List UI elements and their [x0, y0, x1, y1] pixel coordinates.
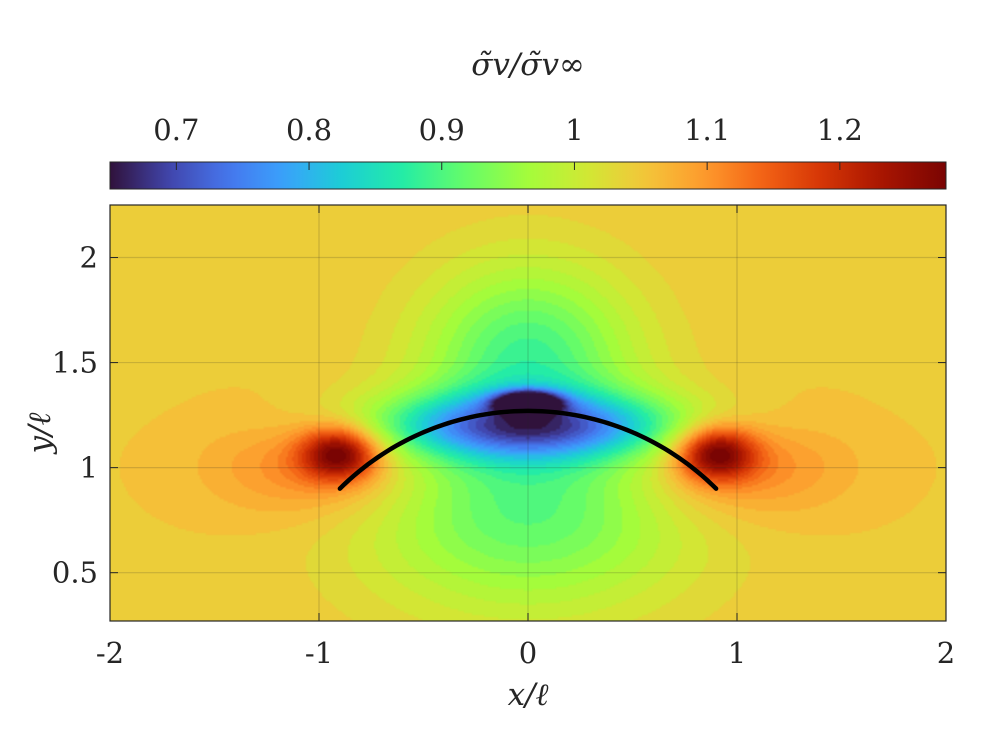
y-tick-label: 1 [80, 451, 98, 485]
y-axis-ticks: 0.5 1 1.5 2 [52, 241, 946, 590]
x-tick-label: -1 [305, 636, 333, 670]
colorbar-tick-label: 1.1 [684, 113, 730, 147]
y-tick-label: 1.5 [52, 346, 98, 380]
grid-lines [110, 205, 946, 621]
colorbar-tick-label: 0.8 [286, 113, 332, 147]
colorbar-strip [109, 161, 947, 190]
x-tick-label: 0 [519, 636, 537, 670]
colorbar-tick-label: 0.9 [419, 113, 465, 147]
x-tick-label: 2 [937, 636, 955, 670]
y-tick-label: 0.5 [52, 556, 98, 590]
colorbar-tick-label: 0.7 [153, 113, 199, 147]
colorbar-title: σ̃v/σ̃v∞ [471, 47, 585, 83]
arc-curve [337, 408, 719, 491]
colorbar-ticks: 0.7 0.8 0.9 1 1.1 1.2 [153, 113, 863, 170]
x-axis-ticks: -2 -1 0 1 2 [96, 205, 955, 670]
plot-area: -2 -1 0 1 2 0.5 1 1.5 2 x/ℓ y/ℓ [22, 204, 955, 713]
colorbar-tick-label: 1.2 [817, 113, 863, 147]
y-axis-label: y/ℓ [22, 412, 58, 455]
x-axis-label: x/ℓ [508, 677, 549, 713]
x-tick-label: -2 [96, 636, 124, 670]
y-tick-label: 2 [80, 241, 98, 275]
colorbar-tick-label: 1 [565, 113, 583, 147]
colorbar: σ̃v/σ̃v∞ 0.7 0.8 0.9 1 1.1 1.2 [109, 47, 947, 190]
x-tick-label: 1 [728, 636, 746, 670]
